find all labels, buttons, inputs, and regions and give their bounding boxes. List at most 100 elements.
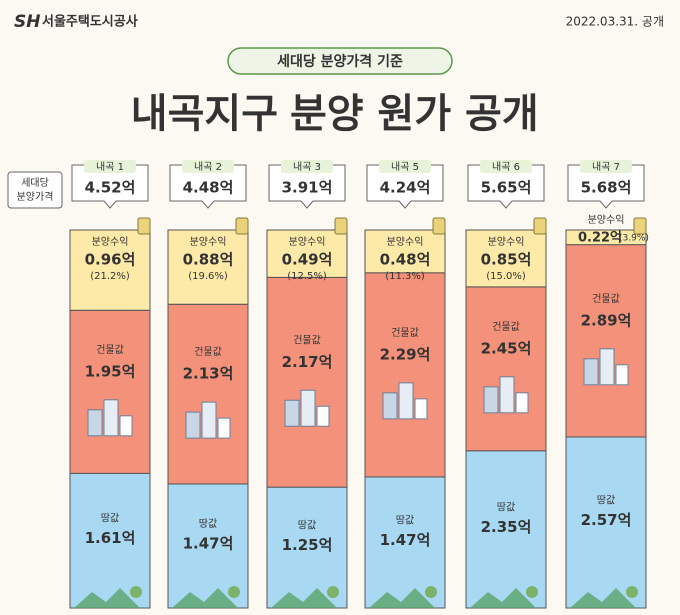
money-icon	[633, 217, 647, 235]
callout-tab	[84, 160, 136, 173]
callout-tab	[379, 160, 431, 173]
segment-name: 분양수익	[92, 236, 129, 248]
money-icon	[533, 217, 547, 235]
bar-segment	[69, 229, 151, 311]
building	[499, 376, 515, 414]
hills	[271, 588, 337, 608]
building	[316, 405, 330, 427]
segment-name: 분양수익	[190, 236, 227, 248]
title-rest: 분양 원가 공개	[290, 91, 539, 137]
title-highlight: 내곡지구	[131, 91, 278, 137]
row-label: 세대당	[21, 177, 49, 189]
hills	[570, 588, 636, 608]
segment-value: 2.89억	[581, 311, 632, 329]
tree	[228, 586, 240, 598]
segment-value: 0.88억	[183, 251, 234, 269]
tree	[626, 586, 638, 598]
segment-value: 0.85억	[481, 251, 532, 269]
row-label-box	[7, 171, 63, 209]
bar-segment	[565, 244, 647, 438]
segment-value: 1.47억	[183, 534, 234, 552]
bar-segment	[167, 229, 249, 305]
segment-share: (12.5%)	[287, 271, 327, 282]
segment-share: (15.0%)	[486, 271, 526, 282]
segment-value: 2.57억	[581, 511, 632, 529]
segment-name: 분양수익	[488, 236, 525, 248]
segment-name: 건물값	[592, 293, 620, 305]
hills	[74, 588, 140, 608]
bar-segment	[167, 303, 249, 485]
segment-name: 분양수익	[289, 236, 326, 248]
category-label: 내곡 5	[391, 161, 419, 173]
logo-mark: SH	[14, 12, 40, 32]
segment-share: (3.9%)	[619, 234, 649, 244]
bar-segment	[364, 272, 446, 478]
tree	[327, 586, 339, 598]
building	[615, 364, 629, 386]
money-icon	[432, 217, 446, 235]
segment-name: 건물값	[293, 334, 321, 346]
segment-share: (21.2%)	[90, 271, 130, 282]
building	[185, 411, 201, 439]
segment-value: 2.13억	[183, 365, 234, 383]
total-label: 5.65억	[481, 179, 532, 197]
date: 2022.03.31. 공개	[566, 15, 664, 29]
callout	[366, 164, 444, 209]
bar-segment	[565, 229, 647, 246]
money-icon	[235, 217, 249, 235]
hills	[369, 588, 435, 608]
segment-name: 땅값	[396, 514, 414, 526]
total-label: 3.91억	[282, 179, 333, 197]
category-label: 내곡 6	[492, 161, 520, 173]
tree	[425, 586, 437, 598]
callout	[71, 164, 149, 209]
subtitle: 세대당 분양가격 기준	[277, 53, 403, 70]
segment-value: 1.47억	[380, 531, 431, 549]
building	[382, 392, 398, 420]
total-label: 4.24억	[380, 179, 431, 197]
segment-name: 땅값	[497, 501, 515, 513]
subtitle-pill	[227, 47, 453, 75]
building	[599, 348, 615, 386]
logo-text: 서울주택도시공사	[42, 14, 138, 30]
row-label: 분양가격	[17, 190, 54, 203]
callout-tab	[281, 160, 333, 173]
callout-tab	[580, 160, 632, 173]
building	[217, 417, 231, 439]
bar-segment	[364, 229, 446, 274]
hills	[172, 588, 238, 608]
segment-value: 0.96억	[85, 251, 136, 269]
building	[414, 398, 428, 420]
category-label: 내곡 3	[293, 161, 321, 173]
segment-name: 땅값	[597, 494, 615, 506]
segment-value: 1.95억	[85, 362, 136, 380]
money-icon	[334, 217, 348, 235]
building	[201, 401, 217, 439]
segment-value: 2.29억	[380, 345, 431, 363]
segment-name: 땅값	[199, 518, 217, 530]
bar-segment	[465, 450, 547, 609]
building	[284, 399, 300, 427]
segment-name: 땅값	[298, 520, 316, 532]
tree	[130, 586, 142, 598]
money-icon	[137, 217, 151, 235]
callout	[567, 164, 645, 209]
segment-name: 건물값	[194, 346, 222, 358]
category-label: 내곡 7	[592, 161, 620, 173]
building	[483, 386, 499, 414]
total-label: 5.68억	[581, 179, 632, 197]
callout	[467, 164, 545, 209]
building	[398, 382, 414, 420]
building	[87, 409, 103, 437]
total-label: 4.48억	[183, 179, 234, 197]
segment-share: (11.3%)	[385, 271, 425, 282]
segment-value: 1.25억	[282, 536, 333, 554]
building	[103, 399, 119, 437]
callout-tab	[182, 160, 234, 173]
building	[515, 392, 529, 414]
segment-share: (19.6%)	[188, 271, 228, 282]
building	[119, 415, 133, 437]
segment-value: 2.45억	[481, 339, 532, 357]
callout-tab	[480, 160, 532, 173]
